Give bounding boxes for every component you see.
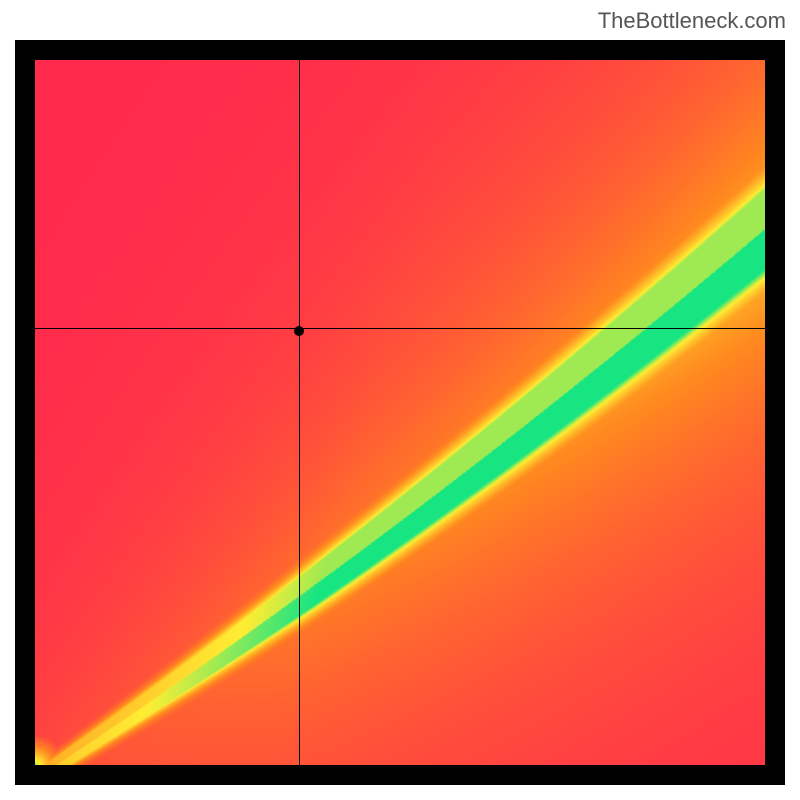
chart-container: TheBottleneck.com xyxy=(0,0,800,800)
plot-frame xyxy=(15,40,785,785)
crosshair-vertical xyxy=(299,60,300,765)
selection-marker-dot xyxy=(294,326,304,336)
bottleneck-heatmap xyxy=(35,60,765,765)
crosshair-horizontal xyxy=(35,328,765,329)
watermark-text: TheBottleneck.com xyxy=(598,8,786,34)
